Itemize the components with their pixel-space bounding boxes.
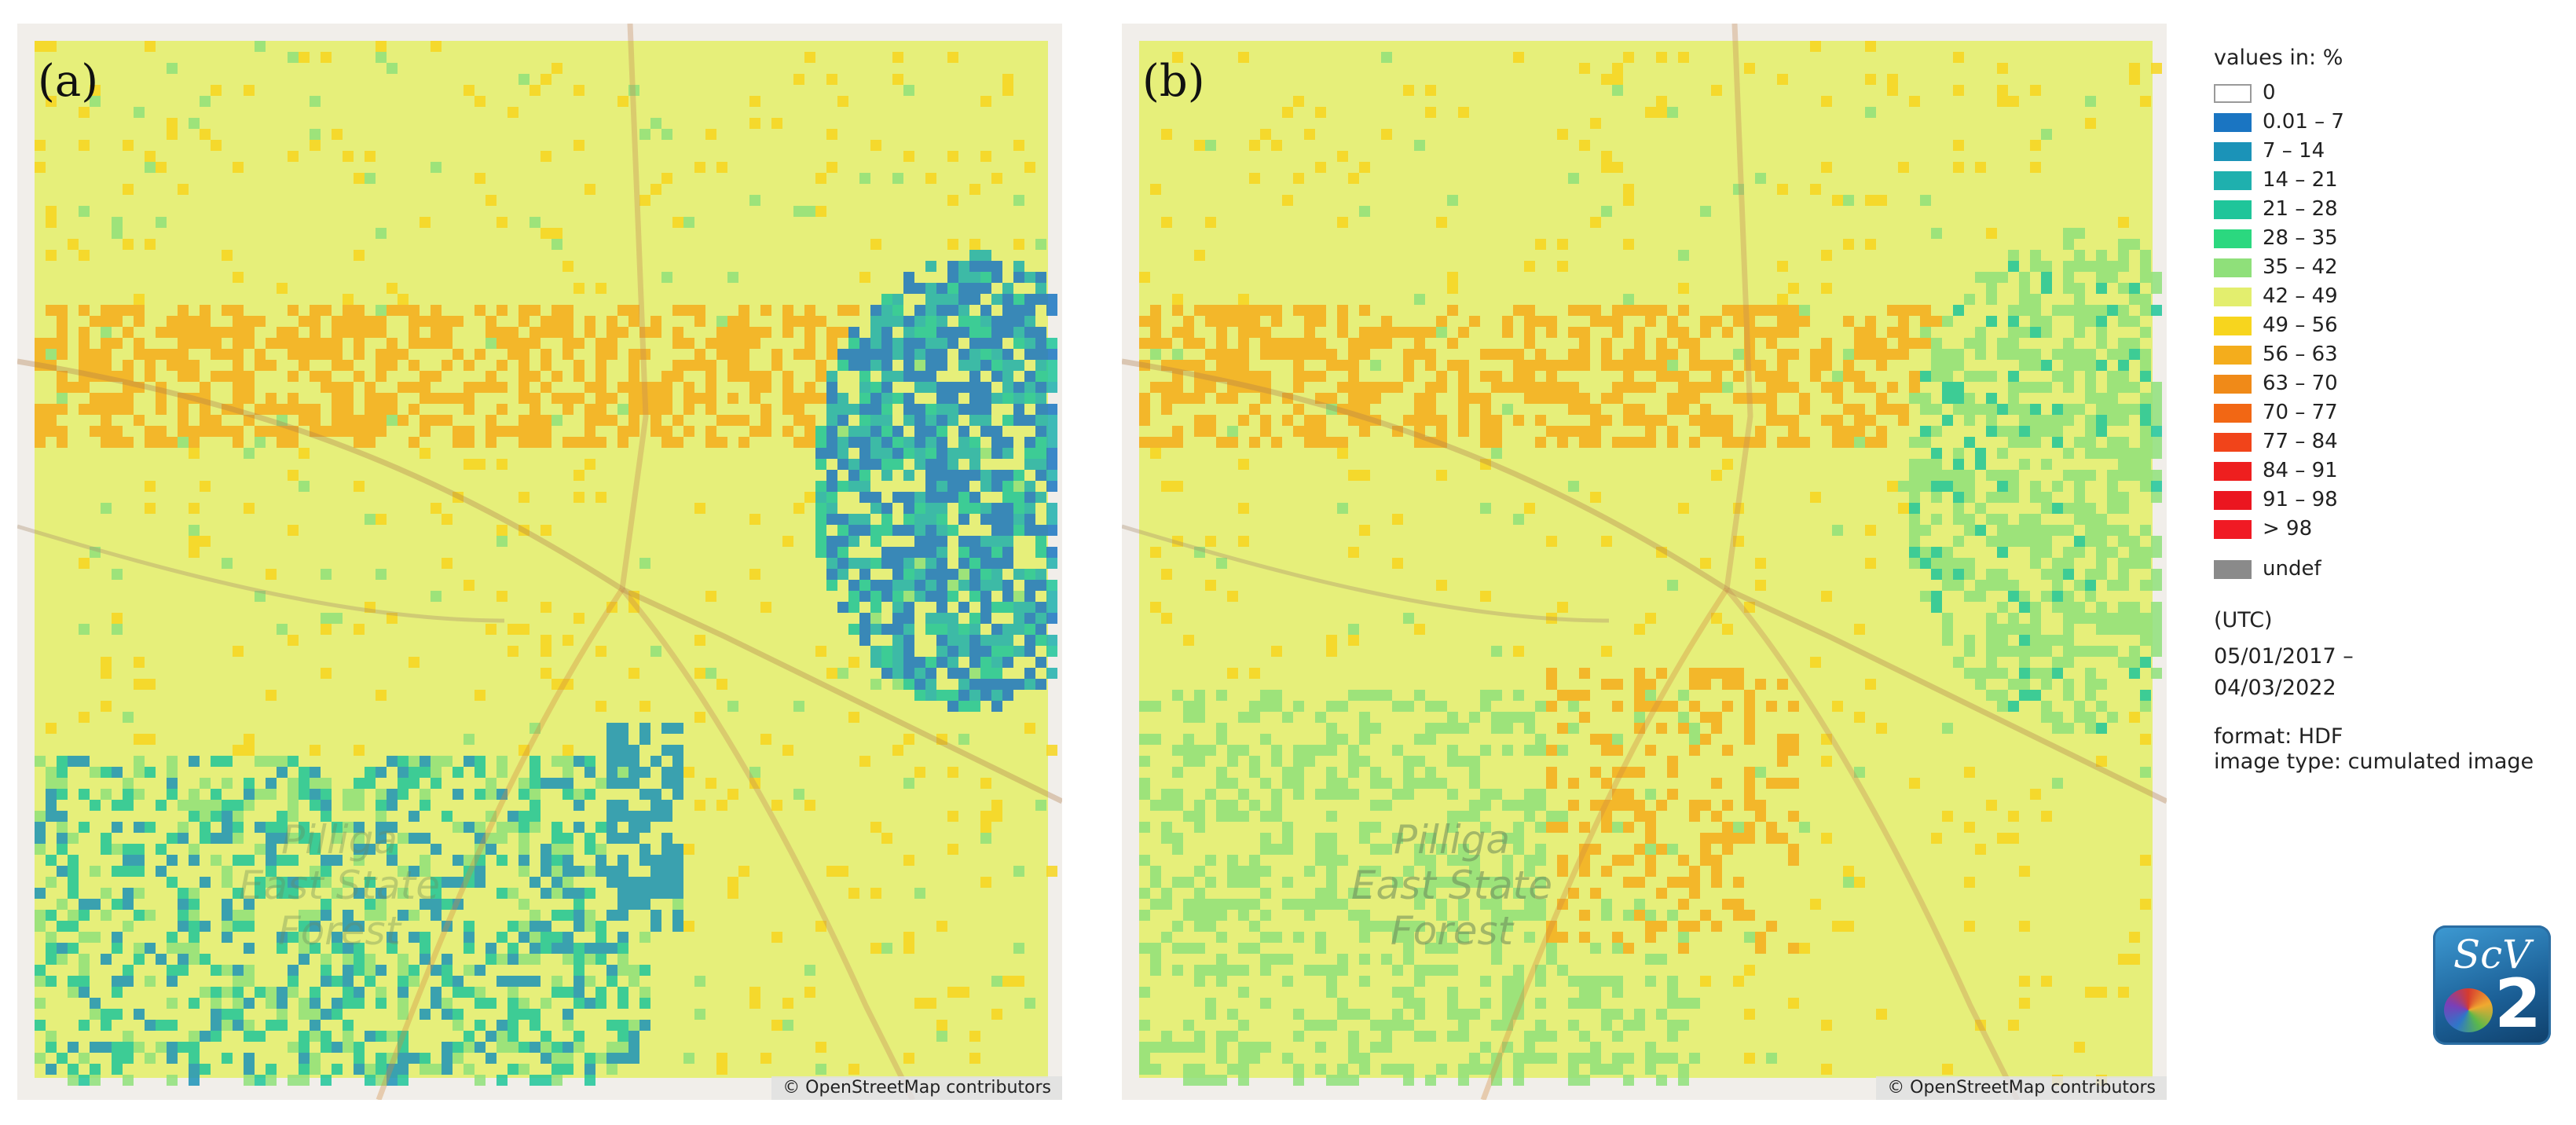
legend-title: values in: % [2214,46,2343,70]
globe-icon [2444,988,2493,1032]
forest-label: Pilliga East State Forest [1350,817,1553,954]
legend-row: 14 – 21 [2214,167,2560,196]
date-start: 05/01/2017 – [2214,644,2354,669]
legend-swatch [2214,462,2252,481]
legend-swatch [2214,491,2252,510]
time-zone: (UTC) [2214,608,2273,632]
legend-swatch [2214,142,2252,161]
legend-label: 28 – 35 [2263,226,2338,250]
legend-label: 35 – 42 [2263,255,2338,279]
legend-swatch [2214,520,2252,539]
logo-number: 2 [2494,965,2541,1043]
scv2-logo: ScV 2 [2433,925,2551,1045]
legend-row: 63 – 70 [2214,370,2560,399]
legend-swatch [2214,346,2252,365]
legend-row: > 98 [2214,515,2560,544]
legend-row: 91 – 98 [2214,486,2560,515]
legend-label: 14 – 21 [2263,168,2338,192]
map-attribution[interactable]: © OpenStreetMap contributors [1876,1076,2167,1100]
legend-row: 0.01 – 7 [2214,108,2560,137]
legend-label: 7 – 14 [2263,139,2325,163]
legend-label: 0 [2263,81,2276,104]
legend-swatch [2214,171,2252,190]
logo-text: ScV [2453,932,2531,977]
legend-label: 84 – 91 [2263,459,2338,482]
legend-row-undef: undef [2214,555,2560,584]
legend-swatch [2214,404,2252,423]
legend-swatch [2214,433,2252,452]
date-end: 04/03/2022 [2214,676,2336,700]
legend-row: 21 – 28 [2214,196,2560,225]
legend-label: 42 – 49 [2263,284,2338,308]
legend-swatch [2214,84,2252,103]
format-text: format: HDF [2214,724,2343,749]
legend-label: 91 – 98 [2263,488,2338,511]
legend-row: 35 – 42 [2214,254,2560,283]
legend-swatch [2214,560,2252,579]
map-attribution[interactable]: © OpenStreetMap contributors [771,1076,1062,1100]
legend-classes: 0 0.01 – 7 7 – 14 14 – 21 21 – 28 28 – 35 35 –… [2214,79,2560,544]
legend-label: 70 – 77 [2263,401,2338,424]
panel-label: (a) [38,56,99,107]
map-panel-b[interactable]: Pilliga East State Forest (b) © OpenStreet… [1122,24,2167,1100]
map-raster-a [17,24,1062,1100]
legend-label: 21 – 28 [2263,197,2338,221]
image-type-text: image type: cumulated image [2214,749,2534,774]
legend-row: 70 – 77 [2214,399,2560,428]
forest-label: Pilliga East State Forest [238,817,441,954]
legend-label: 49 – 56 [2263,313,2338,337]
legend-label: 63 – 70 [2263,372,2338,395]
legend-row: 7 – 14 [2214,137,2560,167]
legend-swatch [2214,200,2252,219]
legend-label: 0.01 – 7 [2263,110,2344,134]
legend-label: 56 – 63 [2263,343,2338,366]
panel-label: (b) [1142,56,1205,107]
legend-row: 0 [2214,79,2560,108]
legend-row: 42 – 49 [2214,283,2560,312]
legend-label: undef [2263,557,2321,581]
legend-label: 77 – 84 [2263,430,2338,453]
legend-swatch [2214,113,2252,132]
map-panel-a[interactable]: Pilliga East State Forest (a) © OpenStreet… [17,24,1062,1100]
legend-swatch [2214,375,2252,394]
legend-swatch [2214,229,2252,248]
legend-row: 84 – 91 [2214,457,2560,486]
legend-swatch [2214,258,2252,277]
map-raster-b [1122,24,2167,1100]
legend-row: 28 – 35 [2214,225,2560,254]
legend-row: 56 – 63 [2214,341,2560,370]
legend-swatch [2214,288,2252,306]
legend-row: 49 – 56 [2214,312,2560,341]
legend-swatch [2214,317,2252,335]
legend-row: 77 – 84 [2214,428,2560,457]
legend-label: > 98 [2263,517,2313,541]
legend: values in: % 0 0.01 – 7 7 – 14 14 – 21 21 – … [2214,46,2560,775]
